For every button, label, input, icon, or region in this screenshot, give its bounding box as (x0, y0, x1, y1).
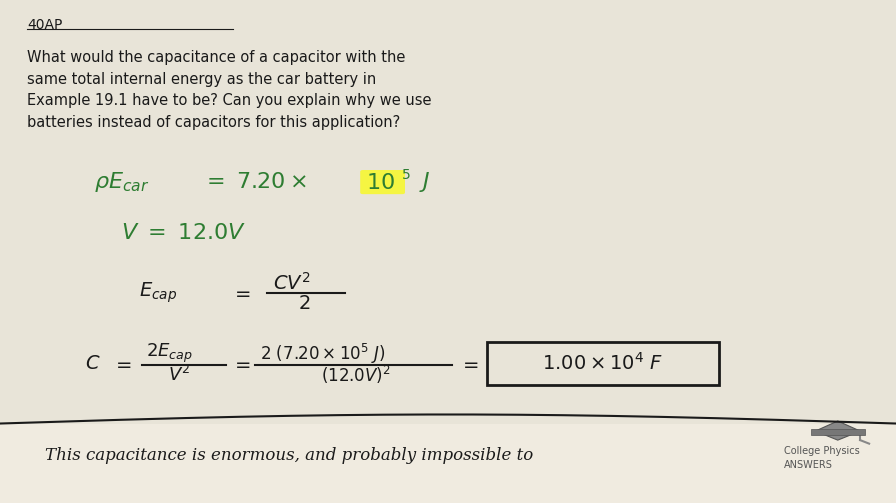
Text: $10$: $10$ (366, 173, 394, 193)
Text: 40AP: 40AP (27, 18, 62, 32)
Text: $E_{cap}$: $E_{cap}$ (139, 281, 177, 305)
Text: $2 \ (7.20 \times 10^5 \ J)$: $2 \ (7.20 \times 10^5 \ J)$ (260, 342, 385, 366)
Text: $= \ 7.20 \times$: $= \ 7.20 \times$ (202, 172, 306, 192)
Text: $1.00 \times 10^4 \ F$: $1.00 \times 10^4 \ F$ (542, 352, 664, 374)
Text: $=$: $=$ (459, 354, 479, 373)
Text: $J$: $J$ (419, 170, 431, 194)
Text: $=$: $=$ (231, 354, 252, 373)
Text: $C$: $C$ (85, 354, 100, 373)
Text: $2$: $2$ (298, 294, 311, 313)
Polygon shape (815, 421, 860, 440)
Text: $V \ = \ 12.0V$: $V \ = \ 12.0V$ (121, 223, 246, 243)
Text: $2E_{cap}$: $2E_{cap}$ (146, 342, 193, 365)
Text: $C V^2$: $C V^2$ (273, 272, 311, 294)
Text: $\rho E_{car}$: $\rho E_{car}$ (94, 170, 150, 194)
FancyBboxPatch shape (360, 170, 405, 194)
Bar (811, 429, 865, 435)
Text: $=$: $=$ (112, 354, 133, 373)
Text: $5$: $5$ (401, 168, 411, 182)
Text: $V^2$: $V^2$ (168, 365, 191, 385)
Text: What would the capacitance of a capacitor with the
same total internal energy as: What would the capacitance of a capacito… (27, 50, 431, 130)
Text: $(12.0V)^2$: $(12.0V)^2$ (321, 364, 391, 386)
Bar (0, 424, 896, 503)
FancyBboxPatch shape (487, 342, 719, 385)
Text: College Physics
ANSWERS: College Physics ANSWERS (784, 446, 860, 470)
Text: This capacitance is enormous, and probably impossible to: This capacitance is enormous, and probab… (45, 447, 533, 464)
Text: $=$: $=$ (231, 283, 252, 302)
